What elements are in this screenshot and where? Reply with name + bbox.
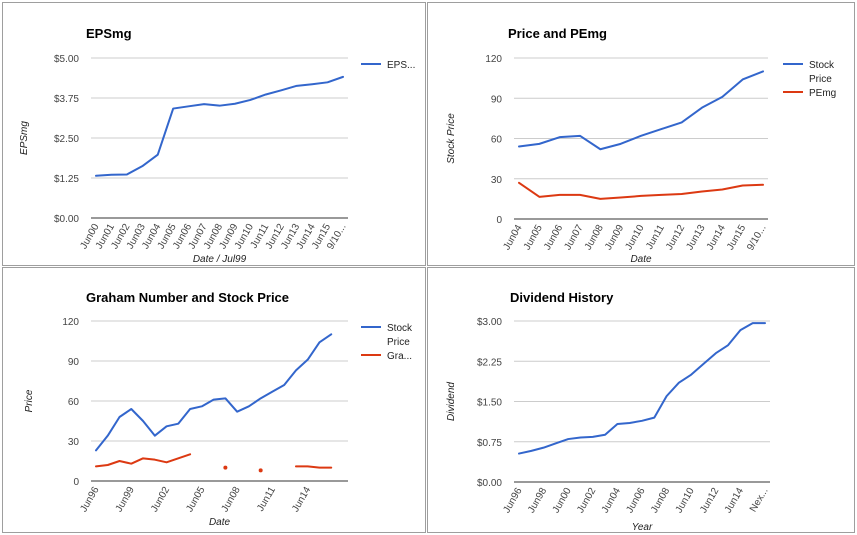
x-tick-label: Jun04 — [501, 223, 524, 252]
x-tick-label: Jun04 — [600, 486, 623, 515]
x-tick-label: Jun05 — [522, 223, 545, 252]
x-tick-label: Jun99 — [114, 485, 137, 514]
y-axis-label: EPSmg — [19, 121, 30, 155]
x-tick-label: Jun96 — [501, 486, 524, 515]
price-pe-chart-panel: Price and PEmg 0 30 60 90 120 Jun04 Jun05 Jun06 J… — [427, 2, 855, 266]
legend-label: EPS... — [387, 60, 415, 71]
chart-svg: Graham Number and Stock Price 0 30 60 90 120 J… — [24, 290, 413, 528]
y-tick-label: $2.50 — [54, 134, 79, 145]
y-tick-label: $3.00 — [477, 317, 502, 328]
x-tick-label: Jun07 — [562, 223, 585, 252]
x-tick-label: Jun12 — [698, 486, 721, 515]
series-line — [518, 322, 766, 455]
y-tick-label: $0.00 — [477, 478, 502, 489]
y-tick-label: 30 — [68, 437, 80, 448]
eps-chart-panel: EPSmg $0.00 $1.25 $2.50 $3.75 $5.00 Jun00 Jun01… — [2, 2, 426, 266]
x-tick-label: Jun02 — [575, 486, 598, 515]
x-tick-label: Jun14 — [290, 485, 313, 514]
y-tick-label: $2.25 — [477, 357, 502, 368]
chart-title: Dividend History — [510, 290, 614, 305]
x-tick-label: Jun14 — [723, 486, 746, 515]
dividend-chart-panel: Dividend History $0.00 $0.75 $1.50 $2.25 $3.0… — [427, 267, 855, 533]
y-axis-label: Stock Price — [446, 113, 457, 164]
x-tick-label: Jun11 — [255, 485, 278, 514]
y-axis-label: Dividend — [446, 382, 457, 421]
legend-label: Stock Price — [809, 60, 835, 85]
x-tick-label: Nex... — [748, 486, 771, 514]
y-tick-label: 120 — [485, 54, 502, 65]
series-point — [223, 465, 228, 470]
y-tick-label: 60 — [491, 135, 503, 146]
x-tick-label: Jun02 — [149, 485, 172, 514]
x-axis-label: Year — [632, 522, 653, 533]
x-tick-label: Jun00 — [551, 486, 574, 515]
series-line — [95, 453, 192, 468]
y-tick-label: $1.50 — [477, 398, 502, 409]
x-tick-label: Jun08 — [649, 486, 672, 515]
y-tick-label: $5.00 — [54, 54, 79, 65]
chart-svg: Dividend History $0.00 $0.75 $1.50 $2.25 $3.0… — [446, 290, 771, 533]
x-tick-label: Jun96 — [78, 485, 101, 514]
legend-label: PEmg — [809, 88, 836, 99]
y-tick-label: 120 — [62, 317, 79, 328]
y-tick-label: $0.00 — [54, 214, 79, 225]
chart-title: Graham Number and Stock Price — [86, 290, 289, 305]
x-tick-label: Jun13 — [684, 223, 707, 252]
graham-chart-panel: Graham Number and Stock Price 0 30 60 90 120 J… — [2, 267, 426, 533]
x-tick-label: Jun98 — [526, 486, 549, 515]
x-tick-label: Jun08 — [583, 223, 606, 252]
x-tick-label: Jun05 — [184, 485, 207, 514]
x-tick-label: Jun06 — [542, 223, 565, 252]
series-line — [294, 465, 333, 469]
x-tick-label: Jun12 — [664, 223, 687, 252]
y-tick-label: $0.75 — [477, 438, 502, 449]
x-tick-label: Jun10 — [674, 486, 697, 515]
x-tick-label: Jun14 — [705, 223, 728, 252]
x-tick-label: Jun06 — [624, 486, 647, 515]
chart-svg: Price and PEmg0306090120Jun04Jun05Jun06J… — [446, 26, 836, 265]
y-tick-label: 0 — [73, 477, 79, 488]
chart-svg: EPSmg$0.00$1.25$2.50$3.75$5.00Jun00Jun01… — [19, 26, 415, 265]
y-tick-label: 0 — [496, 215, 502, 226]
x-tick-label: Jun09 — [603, 223, 626, 252]
x-axis-label: Date — [209, 517, 231, 528]
x-tick-label: Jun10 — [623, 223, 646, 252]
series-line — [95, 75, 344, 177]
series-point — [258, 468, 263, 473]
x-tick-label: Jun08 — [220, 485, 243, 514]
series-line — [518, 181, 764, 200]
chart-title: EPSmg — [86, 26, 132, 41]
chart-title: Price and PEmg — [508, 26, 607, 41]
y-axis-label: Price — [24, 389, 35, 412]
series-line — [95, 333, 333, 452]
y-tick-label: 30 — [491, 175, 503, 186]
y-tick-label: $1.25 — [54, 174, 79, 185]
y-tick-label: 90 — [68, 357, 80, 368]
y-tick-label: 60 — [68, 397, 80, 408]
y-tick-label: $3.75 — [54, 94, 79, 105]
x-axis-label: Date / Jul99 — [193, 254, 247, 265]
legend-label: Gra... — [387, 351, 412, 362]
x-tick-label: 9/10... — [745, 223, 768, 253]
legend-label: Stock Price — [387, 323, 413, 348]
series-line — [518, 70, 764, 151]
y-tick-label: 90 — [491, 94, 503, 105]
x-axis-label: Date — [630, 254, 652, 265]
